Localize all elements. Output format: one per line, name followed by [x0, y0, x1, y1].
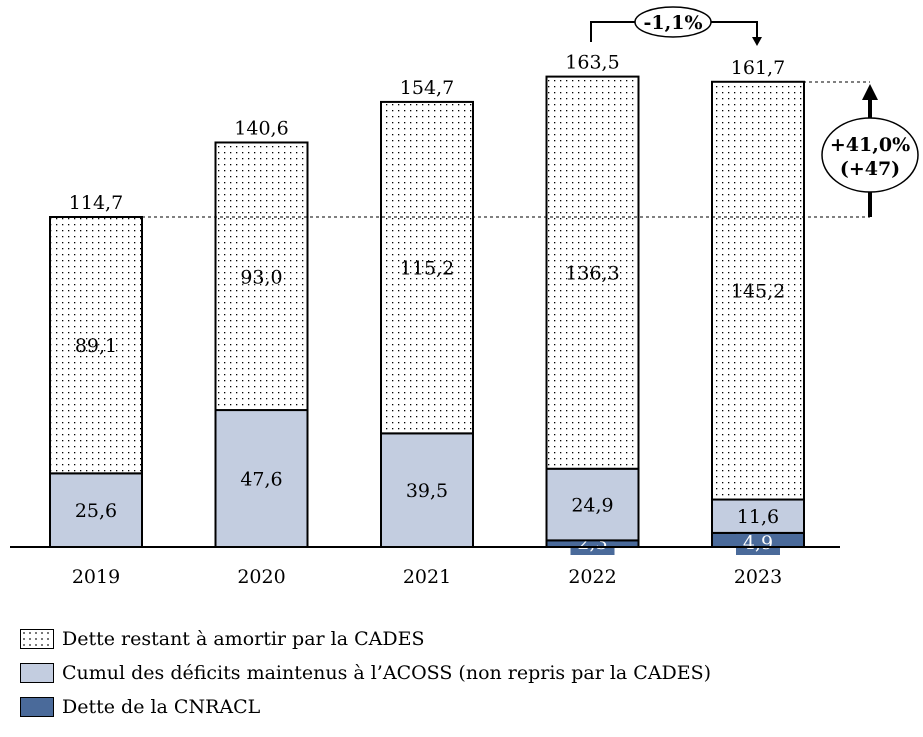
- total-label-2020: 140,6: [234, 117, 288, 139]
- value-label-acoss-2020: 47,6: [240, 469, 282, 491]
- x-tick-label-2023: 2023: [734, 566, 782, 588]
- total-label-2023: 161,7: [731, 57, 785, 79]
- x-tick-label-2021: 2021: [403, 566, 451, 588]
- bar-segment-cades-2020: [214, 141, 309, 412]
- x-tick-label-2019: 2019: [72, 566, 120, 588]
- legend-label: Dette restant à amortir par la CADES: [62, 628, 425, 650]
- value-label-cades-2022: 136,3: [565, 263, 619, 285]
- bar-segment-cades-2022: [545, 75, 640, 470]
- legend: Dette restant à amortir par la CADES Cum…: [20, 622, 711, 724]
- change-annotation-2019-2023: +41,0% (+47): [142, 81, 919, 218]
- value-label-cades-2023: 145,2: [731, 281, 785, 303]
- value-label-cades-2021: 115,2: [400, 258, 454, 280]
- bar-segment-acoss-2023: [711, 498, 805, 534]
- value-label-acoss-2021: 39,5: [406, 480, 448, 502]
- total-label-2022: 163,5: [565, 52, 619, 74]
- bar-segment-cades-2019: [49, 216, 143, 475]
- bar-segment-acoss-2022: [545, 467, 640, 542]
- legend-item-acoss: Cumul des déficits maintenus à l’ACOSS (…: [20, 656, 711, 690]
- value-label-bg: [736, 531, 780, 555]
- legend-label: Cumul des déficits maintenus à l’ACOSS (…: [62, 662, 712, 684]
- change-label: -1,1%: [644, 12, 703, 34]
- legend-item-cades: Dette restant à amortir par la CADES: [20, 622, 711, 656]
- change-annotation-2022-2023: -1,1%: [590, 6, 762, 46]
- value-label-acoss-2022: 24,9: [571, 495, 613, 517]
- legend-swatch-cnracl: [20, 697, 54, 717]
- legend-swatch-cades: [20, 629, 54, 649]
- value-label-cnracl-2023: 4,9: [743, 532, 773, 554]
- total-label-2019: 114,7: [69, 192, 123, 214]
- value-label-acoss-2023: 11,6: [737, 506, 779, 528]
- value-label-acoss-2019: 25,6: [75, 500, 117, 522]
- x-tick-label-2022: 2022: [568, 566, 616, 588]
- value-label-cades-2020: 93,0: [240, 266, 282, 288]
- stacked-bar-chart: 25,6 89,1 114,7 2019 47,6 93,0 140,6 2020 39,5 11…: [10, 6, 919, 588]
- bar-segment-cades-2023: [711, 80, 805, 501]
- legend-item-cnracl: Dette de la CNRACL: [20, 690, 711, 724]
- abs-label: (+47): [840, 158, 900, 180]
- x-tick-label-2020: 2020: [237, 566, 285, 588]
- legend-label: Dette de la CNRACL: [62, 696, 261, 718]
- pct-label: +41,0%: [830, 134, 910, 156]
- legend-swatch-acoss: [20, 663, 54, 683]
- total-label-2021: 154,7: [400, 77, 454, 99]
- bar-segment-cades-2021: [380, 100, 474, 435]
- bar-segment-acoss-2019: [49, 472, 143, 548]
- value-label-cades-2019: 89,1: [75, 335, 117, 357]
